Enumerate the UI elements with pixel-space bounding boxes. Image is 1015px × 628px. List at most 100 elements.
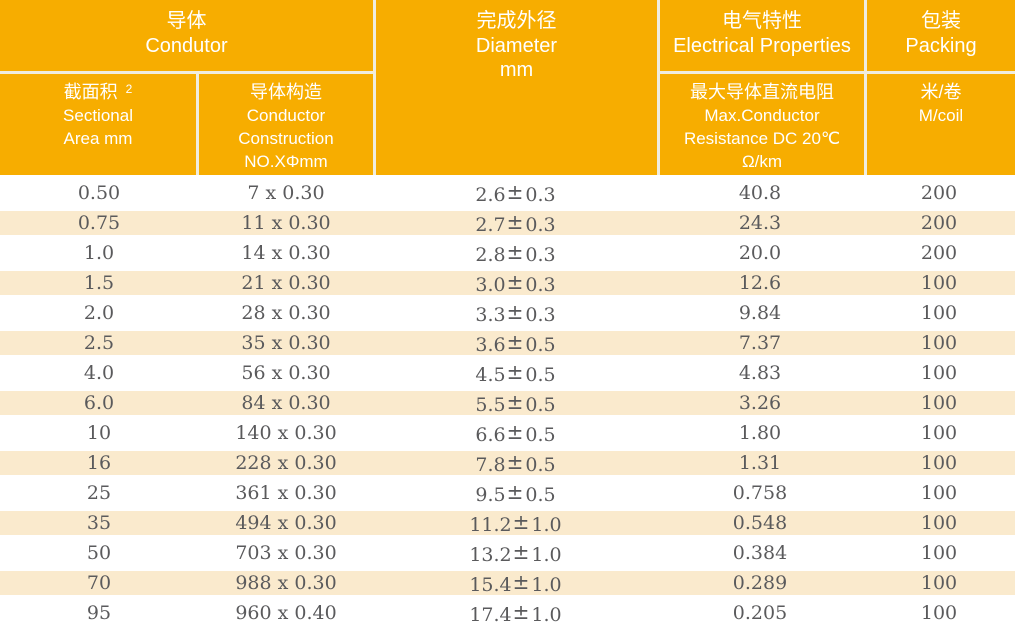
table-row: 10 140 x 0.30 6.6± 0.5 1.80 100 bbox=[0, 418, 1015, 448]
diameter-tolerance: 0.5 bbox=[525, 334, 556, 356]
cell-construction: 14 x 0.30 bbox=[241, 242, 331, 264]
cell-resistance: 0.289 bbox=[732, 572, 788, 594]
header-diameter-unit: mm bbox=[499, 59, 534, 81]
cell-coil: 100 bbox=[920, 392, 958, 414]
cell-sectional-area: 2.5 bbox=[83, 332, 115, 354]
cell-sectional-area: 4.0 bbox=[83, 362, 115, 384]
plus-minus-symbol: ± bbox=[506, 480, 524, 504]
header-resistance-zh: 最大导体直流电阻 bbox=[690, 82, 834, 102]
plus-minus-symbol: ± bbox=[506, 390, 524, 414]
cell-construction: 84 x 0.30 bbox=[241, 392, 331, 414]
diameter-tolerance: 0.5 bbox=[525, 424, 556, 446]
header-coil: 米/卷 M/coil bbox=[867, 74, 1015, 175]
cell-construction: 361 x 0.30 bbox=[235, 482, 337, 504]
cell-construction: 35 x 0.30 bbox=[241, 332, 331, 354]
cell-diameter: 2.6± 0.3 bbox=[374, 180, 657, 206]
header-diameter-en: Diameter bbox=[475, 35, 558, 57]
cell-resistance: 24.3 bbox=[738, 212, 782, 234]
diameter-value: 15.4 bbox=[469, 574, 512, 596]
table-row: 1.5 21 x 0.30 3.0± 0.3 12.6 100 bbox=[0, 268, 1015, 298]
header-construction-zh: 导体构造 bbox=[250, 82, 322, 102]
cell-coil: 100 bbox=[920, 362, 958, 384]
cell-sectional-area: 6.0 bbox=[83, 392, 115, 414]
cell-diameter: 7.8± 0.5 bbox=[374, 450, 657, 476]
diameter-value: 2.7 bbox=[475, 214, 506, 236]
header-construction-en2: Construction bbox=[238, 129, 334, 148]
cell-construction: 11 x 0.30 bbox=[241, 212, 331, 234]
cell-coil: 100 bbox=[920, 602, 958, 624]
plus-minus-symbol: ± bbox=[506, 270, 524, 294]
diameter-value: 13.2 bbox=[469, 544, 512, 566]
cell-diameter: 3.0± 0.3 bbox=[374, 270, 657, 296]
cell-sectional-area: 0.75 bbox=[77, 212, 121, 234]
diameter-tolerance: 0.5 bbox=[525, 394, 556, 416]
cell-diameter: 3.6± 0.5 bbox=[374, 330, 657, 356]
cell-coil: 200 bbox=[920, 182, 958, 204]
cell-sectional-area: 2.0 bbox=[83, 302, 115, 324]
header-packing-en: Packing bbox=[905, 35, 977, 57]
cell-sectional-area: 50 bbox=[86, 542, 112, 564]
cell-diameter: 3.3± 0.3 bbox=[374, 300, 657, 326]
table-row: 1.0 14 x 0.30 2.8± 0.3 20.0 200 bbox=[0, 238, 1015, 268]
table-row: 70 988 x 0.30 15.4± 1.0 0.289 100 bbox=[0, 568, 1015, 598]
cell-resistance: 0.548 bbox=[732, 512, 788, 534]
cell-construction: 988 x 0.30 bbox=[235, 572, 337, 594]
table-row: 0.50 7 x 0.30 2.6± 0.3 40.8 200 bbox=[0, 178, 1015, 208]
cell-diameter: 11.2± 1.0 bbox=[374, 510, 657, 536]
header-conductor: 导体 Condutor bbox=[0, 0, 373, 71]
cell-resistance: 40.8 bbox=[738, 182, 782, 204]
cell-construction: 960 x 0.40 bbox=[235, 602, 337, 624]
plus-minus-symbol: ± bbox=[506, 300, 524, 324]
cell-coil: 100 bbox=[920, 512, 958, 534]
plus-minus-symbol: ± bbox=[506, 210, 524, 234]
cell-resistance: 0.384 bbox=[732, 542, 788, 564]
header-resistance-en3: Ω/km bbox=[741, 152, 783, 171]
header-conductor-en: Condutor bbox=[145, 35, 228, 57]
plus-minus-symbol: ± bbox=[506, 420, 524, 444]
header-resistance-en1: Max.Conductor bbox=[704, 106, 820, 125]
cell-sectional-area: 10 bbox=[86, 422, 112, 444]
cell-construction: 56 x 0.30 bbox=[241, 362, 331, 384]
header-packing-zh: 包装 bbox=[921, 10, 961, 32]
cell-diameter: 9.5± 0.5 bbox=[374, 480, 657, 506]
diameter-tolerance: 1.0 bbox=[531, 604, 562, 626]
header-construction-en1: Conductor bbox=[246, 106, 326, 125]
cell-construction: 28 x 0.30 bbox=[241, 302, 331, 324]
cell-diameter: 15.4± 1.0 bbox=[374, 570, 657, 596]
cell-coil: 200 bbox=[920, 212, 958, 234]
cell-coil: 100 bbox=[920, 302, 958, 324]
header-coil-zh: 米/卷 bbox=[920, 82, 962, 102]
diameter-tolerance: 0.5 bbox=[525, 454, 556, 476]
table-row: 4.0 56 x 0.30 4.5± 0.5 4.83 100 bbox=[0, 358, 1015, 388]
cell-construction: 228 x 0.30 bbox=[235, 452, 337, 474]
cell-coil: 200 bbox=[920, 242, 958, 264]
diameter-tolerance: 1.0 bbox=[531, 514, 562, 536]
table-row: 6.0 84 x 0.30 5.5± 0.5 3.26 100 bbox=[0, 388, 1015, 418]
plus-minus-symbol: ± bbox=[506, 450, 524, 474]
cell-sectional-area: 0.50 bbox=[77, 182, 121, 204]
diameter-value: 2.8 bbox=[475, 244, 506, 266]
plus-minus-symbol: ± bbox=[506, 360, 524, 384]
cell-resistance: 0.205 bbox=[732, 602, 788, 624]
diameter-value: 5.5 bbox=[475, 394, 506, 416]
cell-construction: 494 x 0.30 bbox=[235, 512, 337, 534]
cell-resistance: 1.31 bbox=[738, 452, 782, 474]
header-diameter-zh: 完成外径 bbox=[476, 10, 557, 32]
plus-minus-symbol: ± bbox=[506, 240, 524, 264]
header-resistance-en2: Resistance DC 20℃ bbox=[683, 129, 841, 148]
cell-coil: 100 bbox=[920, 422, 958, 444]
cell-resistance: 20.0 bbox=[738, 242, 782, 264]
header-electrical-en: Electrical Properties bbox=[673, 35, 851, 57]
table-row: 25 361 x 0.30 9.5± 0.5 0.758 100 bbox=[0, 478, 1015, 508]
header-sectional-area-zh-text: 截面积 bbox=[63, 82, 118, 102]
table-row: 16 228 x 0.30 7.8± 0.5 1.31 100 bbox=[0, 448, 1015, 478]
diameter-value: 11.2 bbox=[469, 514, 512, 536]
diameter-tolerance: 0.3 bbox=[525, 304, 556, 326]
cell-coil: 100 bbox=[920, 452, 958, 474]
diameter-value: 9.5 bbox=[475, 484, 506, 506]
header-electrical: 电气特性 Electrical Properties bbox=[660, 0, 864, 71]
cell-diameter: 2.8± 0.3 bbox=[374, 240, 657, 266]
cell-diameter: 6.6± 0.5 bbox=[374, 420, 657, 446]
diameter-tolerance: 0.3 bbox=[525, 244, 556, 266]
